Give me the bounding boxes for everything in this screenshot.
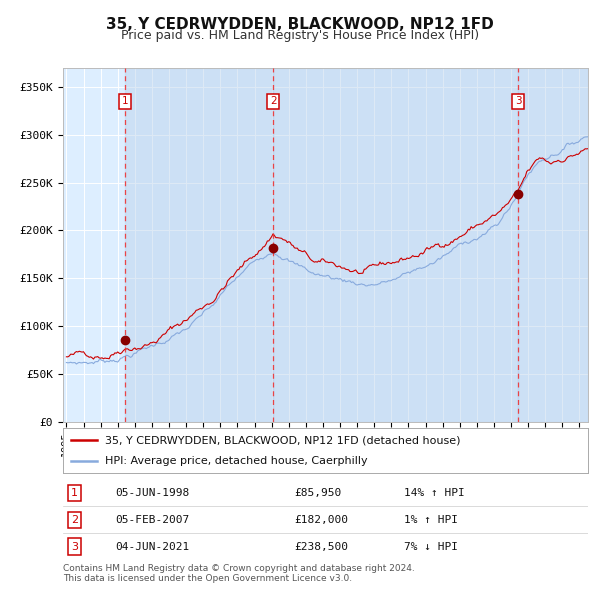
Text: HPI: Average price, detached house, Caerphilly: HPI: Average price, detached house, Caer…	[105, 456, 368, 466]
Text: 3: 3	[71, 542, 78, 552]
Text: 1: 1	[122, 97, 128, 106]
Text: 35, Y CEDRWYDDEN, BLACKWOOD, NP12 1FD: 35, Y CEDRWYDDEN, BLACKWOOD, NP12 1FD	[106, 17, 494, 31]
Text: £238,500: £238,500	[294, 542, 348, 552]
Text: 1% ↑ HPI: 1% ↑ HPI	[404, 515, 458, 525]
Text: 2: 2	[270, 97, 277, 106]
Text: 05-FEB-2007: 05-FEB-2007	[115, 515, 190, 525]
Text: Price paid vs. HM Land Registry's House Price Index (HPI): Price paid vs. HM Land Registry's House …	[121, 30, 479, 42]
Bar	[273, 68, 518, 422]
Text: £85,950: £85,950	[294, 488, 341, 498]
Text: 2: 2	[71, 515, 78, 525]
Text: 35, Y CEDRWYDDEN, BLACKWOOD, NP12 1FD (detached house): 35, Y CEDRWYDDEN, BLACKWOOD, NP12 1FD (d…	[105, 435, 461, 445]
Text: 7% ↓ HPI: 7% ↓ HPI	[404, 542, 458, 552]
Text: 3: 3	[515, 97, 521, 106]
Bar	[125, 68, 273, 422]
Bar	[518, 68, 588, 422]
Text: 05-JUN-1998: 05-JUN-1998	[115, 488, 190, 498]
Text: 14% ↑ HPI: 14% ↑ HPI	[404, 488, 465, 498]
Text: 04-JUN-2021: 04-JUN-2021	[115, 542, 190, 552]
Text: £182,000: £182,000	[294, 515, 348, 525]
Text: Contains HM Land Registry data © Crown copyright and database right 2024.
This d: Contains HM Land Registry data © Crown c…	[63, 564, 415, 584]
Text: 1: 1	[71, 488, 78, 498]
